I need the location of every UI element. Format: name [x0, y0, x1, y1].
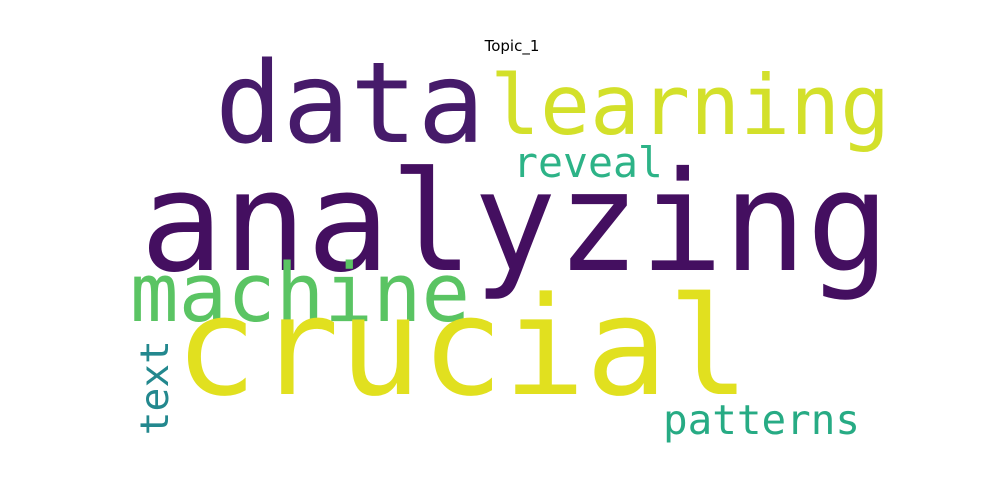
word-text: text [131, 339, 178, 435]
word-reveal: reveal [513, 137, 663, 187]
word-crucial: crucial [175, 267, 750, 427]
word-learning: learning [490, 57, 891, 155]
word-analyzing: analyzing [140, 141, 890, 303]
word-machine: machine [130, 246, 471, 341]
chart-title: Topic_1 [484, 37, 540, 55]
word-data: data [215, 39, 485, 170]
word-patterns: patterns [663, 395, 860, 444]
